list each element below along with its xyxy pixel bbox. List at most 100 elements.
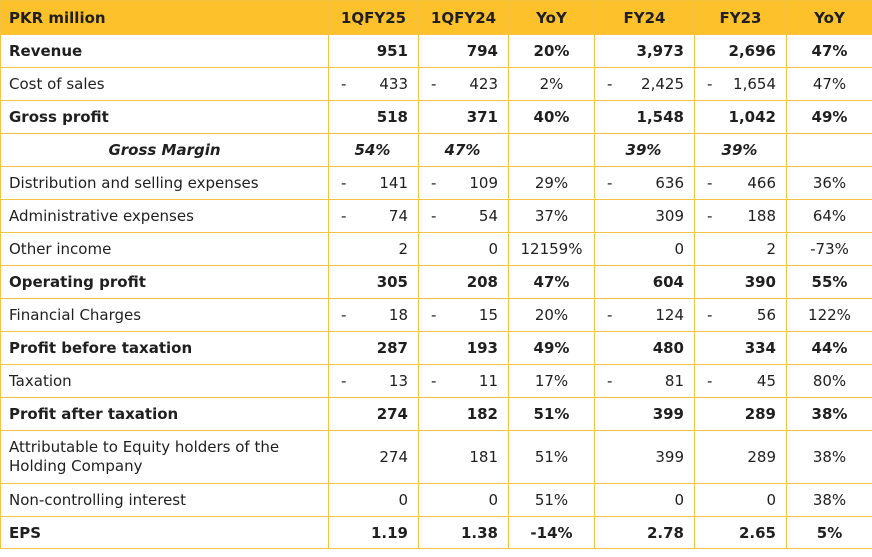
cell-value: 604 [652,273,684,291]
cell-fy23: 2 [694,232,787,266]
row-label: Gross profit [0,100,329,134]
cell-fy23: 289 [694,397,787,431]
cell-value: 0 [488,491,498,509]
cell-yoy-quarter [508,133,595,167]
cell-value: 274 [379,448,408,466]
cell-value: 399 [652,405,684,423]
cell-value: 480 [652,339,684,357]
table-row: Financial Charges -18-15 20% -124-56 122% [0,298,872,332]
cell-fy23: 334 [694,331,787,365]
negative-sign: - [431,75,437,93]
negative-sign: - [341,174,347,192]
cell-1qfy24: 0 [418,232,509,266]
table-row: Taxation -13-11 17% -81-45 80% [0,364,872,398]
cell-value: 208 [466,273,498,291]
header-1qfy24: 1QFY24 [418,0,509,35]
cell-1qfy25: - 18 [328,298,419,332]
cell-1qfy24: 794 [418,34,509,68]
cell-value: 181 [469,448,498,466]
header-fy24: FY24 [594,0,695,35]
table-row: Other income 2 0 12159% 0 2 -73% [0,232,872,266]
cell-yoy-annual: 38% [786,430,872,484]
header-fy23: FY23 [694,0,787,35]
cell-value: 305 [376,273,408,291]
cell-value: 47% [444,141,481,159]
cell-fy24: 480 [594,331,695,365]
cell-fy24: 1,548 [594,100,695,134]
cell-value: 54 [478,207,498,225]
cell-value: 49% [811,108,848,126]
cell-yoy-quarter: -14% [508,516,595,549]
table-row: Cost of sales -433-423 2% -2,425-1,654 47% [0,67,872,101]
negative-sign: - [707,75,713,93]
cell-fy24: - 636 [594,166,695,200]
cell-1qfy25: - 74 [328,199,419,233]
cell-value: 49% [533,339,570,357]
cell-fy24: 39% [594,133,695,167]
cell-yoy-annual: 44% [786,331,872,365]
cell-value: 47% [812,75,847,93]
row-label: Other income [0,232,329,266]
cell-value: 18 [388,306,408,324]
cell-yoy-quarter: 37% [508,199,595,233]
negative-sign: - [707,306,713,324]
negative-sign: - [341,207,347,225]
cell-fy24: 604 [594,265,695,299]
cell-yoy-quarter: 20% [508,34,595,68]
cell-fy23: - 188 [694,199,787,233]
cell-value: 274 [376,405,408,423]
cell-value: 0 [674,491,684,509]
cell-value: 80% [812,372,847,390]
cell-value: 1,042 [728,108,776,126]
cell-yoy-quarter: 51% [508,397,595,431]
cell-yoy-annual: -73% [786,232,872,266]
cell-value: 64% [812,207,847,225]
cell-value: 193 [466,339,498,357]
table-row: Operating profit 305 208 47% 604 390 55% [0,265,872,299]
cell-value: 56 [756,306,776,324]
cell-yoy-annual: 64% [786,199,872,233]
cell-value: 51% [534,448,569,466]
row-label: EPS [0,516,329,549]
cell-1qfy25: 951 [328,34,419,68]
cell-1qfy24: - 423 [418,67,509,101]
cell-fy23: - 56 [694,298,787,332]
cell-yoy-annual: 47% [786,67,872,101]
cell-value: 399 [655,448,684,466]
cell-value: 17% [534,372,569,390]
cell-fy23: 2.65 [694,516,787,549]
cell-value: 466 [747,174,776,192]
cell-1qfy25: 518 [328,100,419,134]
cell-fy23: 390 [694,265,787,299]
cell-value: 433 [379,75,408,93]
cell-yoy-annual: 38% [786,397,872,431]
cell-value: 38% [812,491,847,509]
cell-value: 1,548 [636,108,684,126]
cell-fy24: 399 [594,397,695,431]
table-row: Profit after taxation 274 182 51% 399 289 38% [0,397,872,431]
cell-value: 20% [533,42,570,60]
cell-yoy-quarter: 29% [508,166,595,200]
cell-yoy-annual [786,133,872,167]
cell-value: 289 [747,448,776,466]
cell-fy24: - 124 [594,298,695,332]
cell-value: 38% [812,448,847,466]
cell-1qfy25: 274 [328,397,419,431]
row-label: Distribution and selling expenses [0,166,329,200]
negative-sign: - [707,174,713,192]
cell-yoy-quarter: 12159% [508,232,595,266]
cell-value: 51% [534,491,569,509]
cell-1qfy24: 181 [418,430,509,484]
row-label: Attributable to Equity holders of the Ho… [0,430,329,484]
cell-fy23: - 45 [694,364,787,398]
cell-yoy-annual: 36% [786,166,872,200]
cell-value: 29% [534,174,569,192]
row-label: Gross Margin [0,133,329,167]
cell-yoy-quarter: 47% [508,265,595,299]
cell-1qfy24: 47% [418,133,509,167]
table-row: Administrative expenses -74-54 37% 309-188 6… [0,199,872,233]
row-label: Cost of sales [0,67,329,101]
cell-value: 334 [744,339,776,357]
cell-value: 2,696 [728,42,776,60]
row-label: Taxation [0,364,329,398]
